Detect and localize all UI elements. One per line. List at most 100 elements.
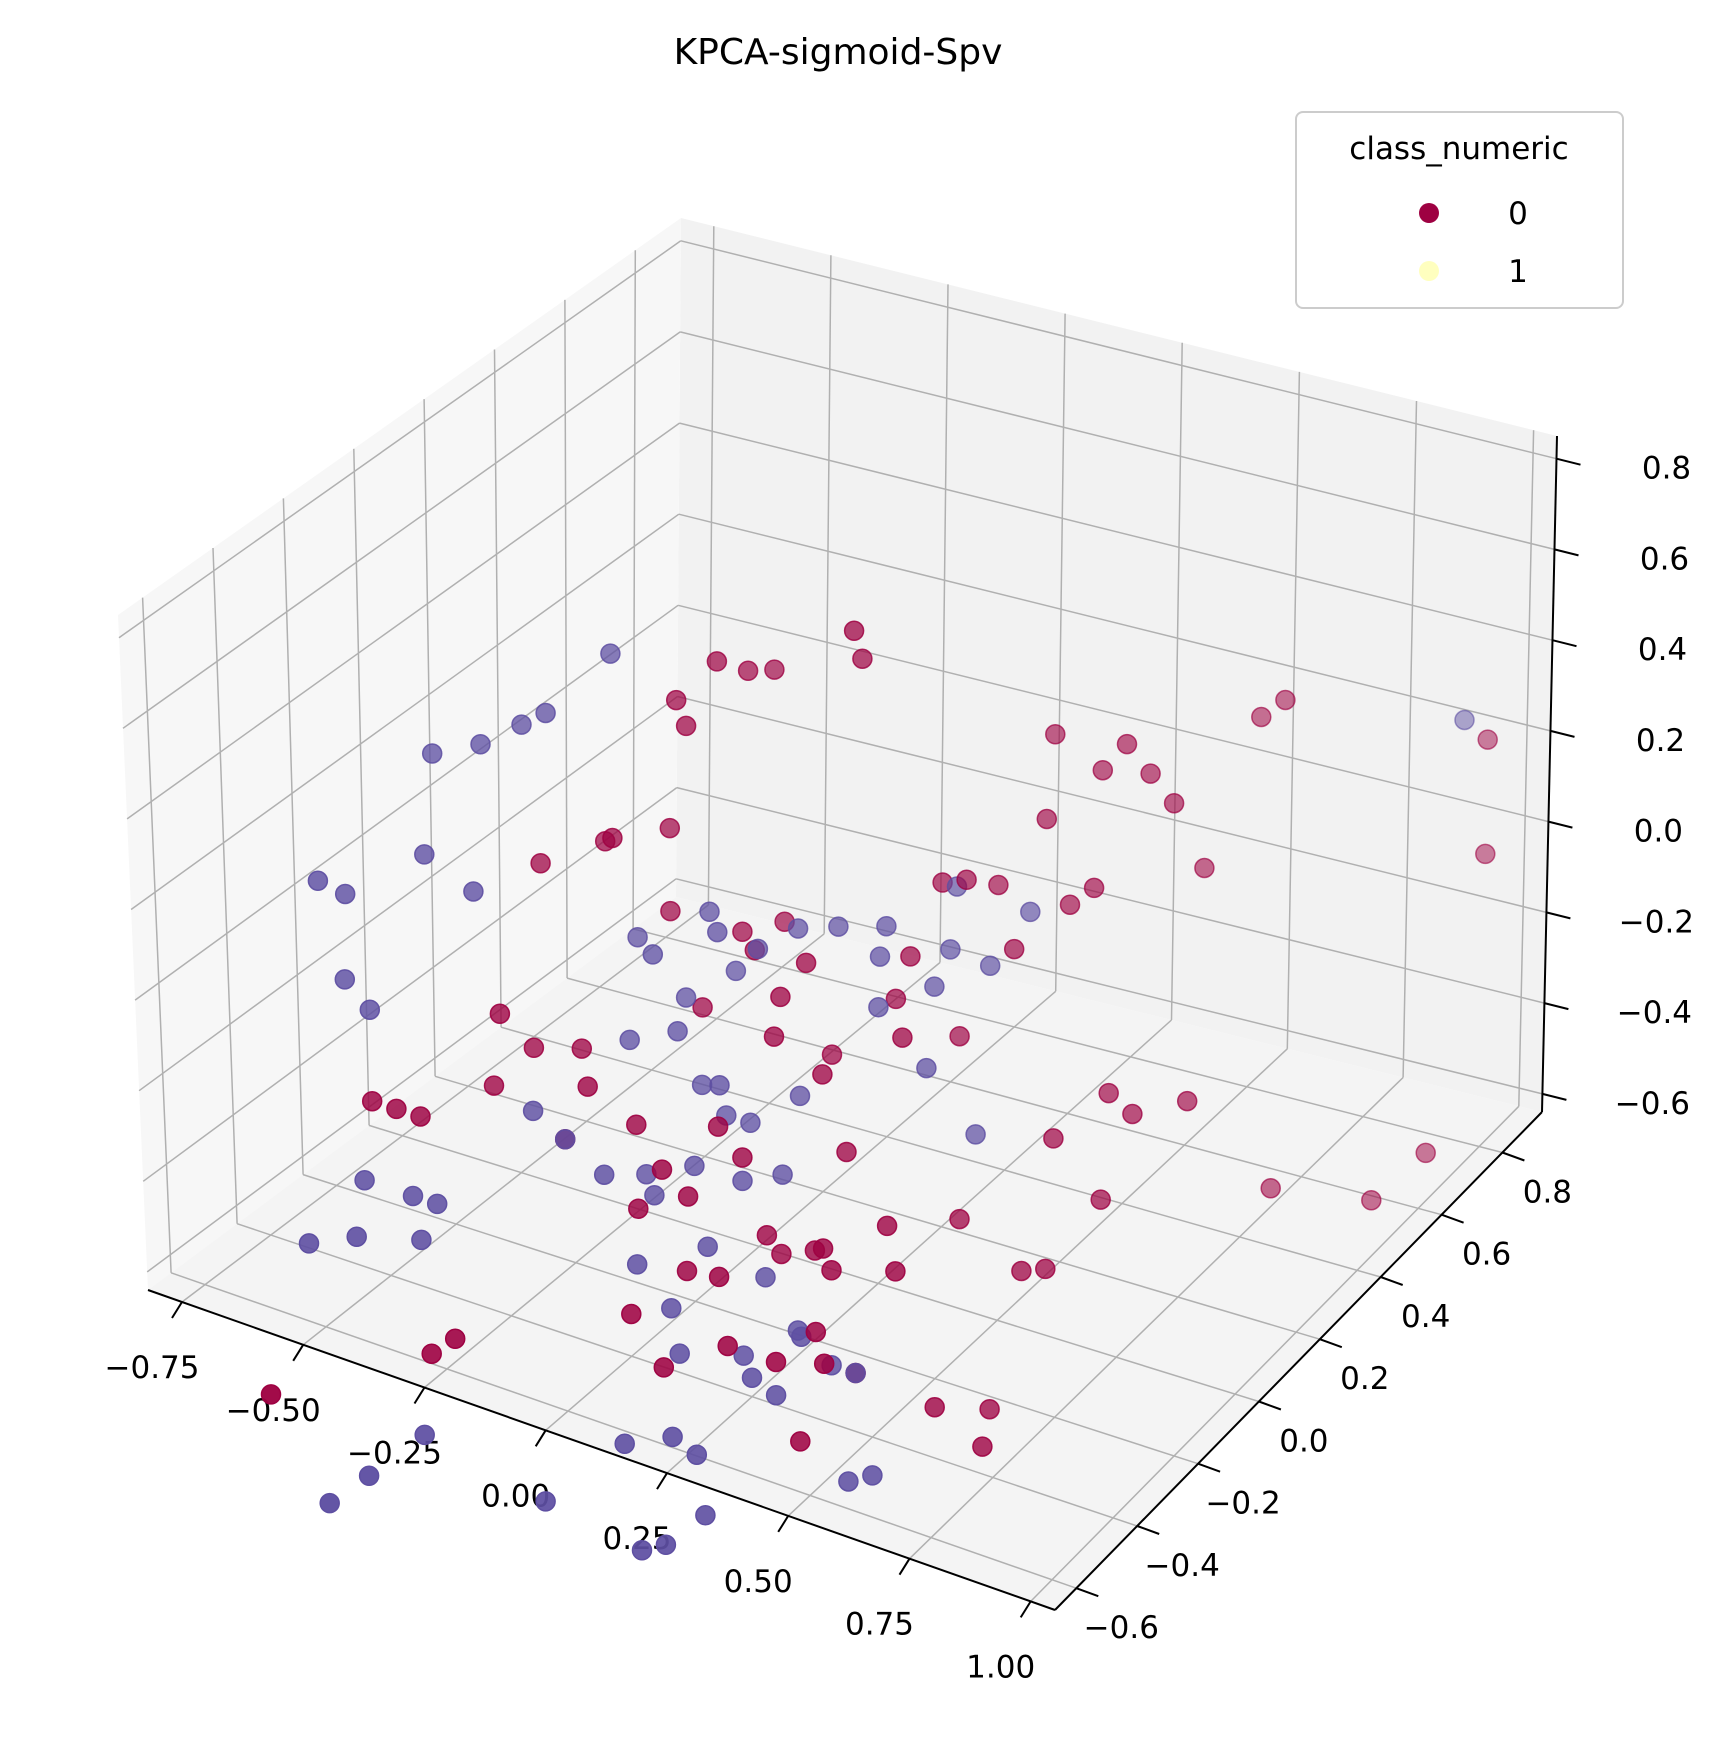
scatter-point-series-0 <box>764 659 785 680</box>
z-gridline <box>677 604 1549 823</box>
scatter-point-series-1 <box>1020 901 1041 923</box>
z-gridline <box>677 695 1547 914</box>
scatter-point-series-1 <box>402 1185 424 1207</box>
x-gridline <box>181 904 709 1303</box>
scatter-point-series-1 <box>1454 709 1475 731</box>
scatter-point-series-1 <box>535 1491 556 1512</box>
scatter-point-series-0 <box>900 946 921 967</box>
x-gridline <box>666 1019 1173 1474</box>
z-tick <box>1542 1092 1567 1101</box>
scatter-point-series-0 <box>956 869 977 891</box>
x-tick-label: −0.75 <box>105 1350 200 1386</box>
scatter-point-series-0 <box>1043 1128 1064 1149</box>
scatter-point-series-0 <box>1098 1082 1119 1104</box>
scatter-point-series-0 <box>1036 808 1058 830</box>
scatter-point-series-0 <box>444 1328 466 1350</box>
scatter-point-series-0 <box>1035 1258 1056 1280</box>
scatter-point-series-1 <box>627 926 648 948</box>
x-gridline <box>787 1048 1288 1517</box>
scatter-point-series-0 <box>361 1090 383 1112</box>
z-tick <box>1550 729 1575 738</box>
z-gridline <box>676 786 1545 1004</box>
scatter-point-series-1 <box>511 714 532 735</box>
scatter-point-series-0 <box>770 986 791 1008</box>
scatter-point-series-0 <box>1415 1142 1436 1164</box>
scatter-point-series-0 <box>1122 1103 1143 1125</box>
scatter-point-series-0 <box>813 1353 835 1374</box>
scatter-point-series-1 <box>828 916 849 937</box>
scatter-point-series-1 <box>463 881 484 902</box>
scatter-point-series-0 <box>972 1436 993 1457</box>
scatter-point-series-1 <box>667 1020 688 1042</box>
y-tick-label: −0.4 <box>1145 1548 1220 1584</box>
scatter-point-series-0 <box>876 1215 898 1237</box>
x-gridline <box>1030 1105 1520 1602</box>
scatter-point-series-0 <box>1475 843 1496 865</box>
scatter-point-series-0 <box>717 1335 738 1357</box>
scatter-point-series-0 <box>763 1026 785 1047</box>
axis-lines <box>147 435 1558 1611</box>
x-gridline <box>908 1076 1404 1560</box>
scatter-point-series-0 <box>676 1260 698 1282</box>
y-tick <box>1197 1462 1221 1473</box>
z-gridline <box>118 240 682 639</box>
scatter-point-series-1 <box>740 1112 761 1134</box>
x-tick <box>656 1472 668 1490</box>
scatter-point-series-0 <box>979 1398 1000 1420</box>
scatter-point-series-1 <box>354 1169 375 1191</box>
y-tick <box>1319 1338 1343 1349</box>
scatter-point-series-0 <box>732 921 753 942</box>
scatter-point-series-0 <box>706 651 728 672</box>
y-tick <box>1258 1400 1282 1411</box>
scatter-point-series-0 <box>1045 724 1066 745</box>
legend-marker-1 <box>1419 261 1439 281</box>
y-tick-label: 0.8 <box>1523 1175 1572 1211</box>
z-gridline <box>126 422 680 820</box>
scatter-point-series-0 <box>1092 759 1114 781</box>
scatter-point-series-1 <box>655 1534 677 1556</box>
z-gridline <box>680 331 1555 551</box>
scatter-point-series-0 <box>924 1396 945 1418</box>
scatter-point-series-1 <box>334 883 356 905</box>
scatter-point-series-0 <box>1163 792 1185 814</box>
scatter-point-series-1 <box>869 946 891 967</box>
scatter-point-series-1 <box>411 1229 432 1251</box>
scatter-point-series-1 <box>747 938 769 960</box>
scatter-point-series-0 <box>1260 1178 1281 1199</box>
scatter-point-series-0 <box>765 1351 787 1373</box>
scatter-point-series-1 <box>426 1193 448 1215</box>
scatter-point-series-0 <box>410 1106 431 1127</box>
chart-title: KPCA-sigmoid-Spv <box>674 32 1003 73</box>
scatter-point-series-1 <box>709 1075 730 1096</box>
z-tick <box>1546 911 1571 920</box>
scatter-point-series-1 <box>862 1465 883 1486</box>
scatter-point-series-1 <box>965 1124 986 1145</box>
scatter-point-series-0 <box>892 1027 913 1048</box>
z-gridline <box>680 240 1557 460</box>
scatter-point-series-1 <box>695 1505 716 1526</box>
y-tick-label: 0.2 <box>1340 1361 1389 1397</box>
z-gridline <box>679 422 1553 641</box>
y-tick <box>1441 1213 1464 1224</box>
scatter-point-series-1 <box>697 1236 718 1257</box>
scatter-point-series-1 <box>684 1155 705 1177</box>
scatter-point-series-1 <box>334 969 356 990</box>
scatter-point-series-0 <box>1361 1190 1382 1211</box>
scatter-point-series-0 <box>988 874 1009 896</box>
y-gridline <box>434 1075 1321 1340</box>
z-tick <box>1548 820 1573 829</box>
scatter-point-series-1 <box>755 1267 776 1288</box>
y-tick-label: 0.4 <box>1401 1299 1450 1335</box>
scatter-point-series-1 <box>940 939 961 960</box>
scatter-point-series-0 <box>885 988 907 1010</box>
z-tick-label: 0.6 <box>1640 541 1689 577</box>
y-gridline <box>566 977 1442 1216</box>
scatter-point-series-0 <box>651 1159 673 1180</box>
scatter-point-series-0 <box>732 1147 753 1168</box>
z-gridline <box>130 513 680 911</box>
x-tick <box>413 1386 426 1405</box>
x-tick <box>534 1429 547 1447</box>
scatter-point-series-0 <box>885 1261 906 1282</box>
z-tick <box>1556 457 1581 466</box>
